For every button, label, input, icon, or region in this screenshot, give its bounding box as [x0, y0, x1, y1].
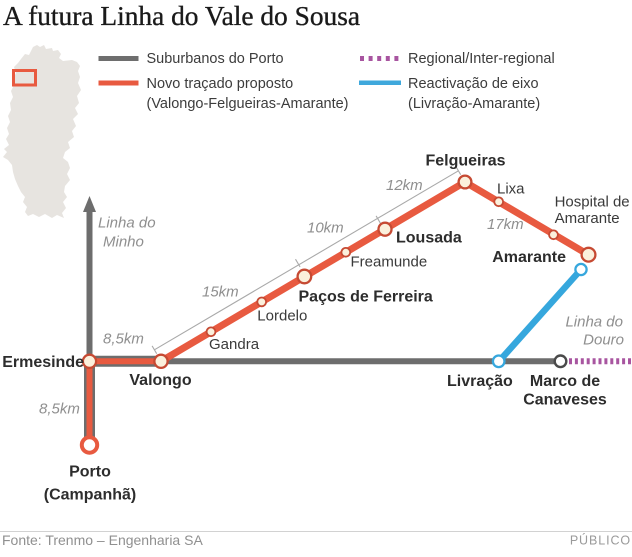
svg-text:PÚBLICO: PÚBLICO	[570, 533, 631, 548]
svg-text:17km: 17km	[487, 216, 524, 233]
svg-text:Linha do: Linha do	[565, 314, 623, 331]
svg-text:(Valongo-Felgueiras-Amarante): (Valongo-Felgueiras-Amarante)	[147, 96, 349, 112]
svg-text:12km: 12km	[386, 177, 423, 194]
svg-text:Lordelo: Lordelo	[257, 308, 307, 325]
svg-text:Freamunde: Freamunde	[351, 254, 428, 271]
svg-text:Regional/Inter-regional: Regional/Inter-regional	[408, 51, 555, 67]
svg-text:Linha do: Linha do	[98, 215, 156, 232]
svg-text:Livração: Livração	[447, 373, 513, 390]
svg-text:Gandra: Gandra	[209, 336, 260, 353]
svg-text:15km: 15km	[202, 284, 239, 301]
svg-text:10km: 10km	[307, 220, 344, 237]
svg-text:A futura Linha do Vale do Sous: A futura Linha do Vale do Sousa	[3, 1, 360, 31]
svg-text:8,5km: 8,5km	[39, 401, 80, 418]
svg-text:Amarante: Amarante	[555, 210, 620, 227]
svg-text:(Campanhã): (Campanhã)	[44, 487, 136, 504]
svg-text:Lousada: Lousada	[396, 230, 462, 247]
svg-text:Paços de Ferreira: Paços de Ferreira	[299, 288, 433, 305]
svg-text:Amarante: Amarante	[492, 249, 566, 266]
svg-text:Douro: Douro	[583, 332, 624, 349]
svg-text:(Livração-Amarante): (Livração-Amarante)	[408, 96, 540, 112]
svg-text:Hospital de: Hospital de	[555, 193, 630, 210]
svg-text:Canaveses: Canaveses	[523, 392, 607, 409]
svg-text:Reactivação de eixo: Reactivação de eixo	[408, 76, 539, 92]
svg-text:Porto: Porto	[69, 464, 111, 481]
svg-text:Fonte: Trenmo – Engenharia SA: Fonte: Trenmo – Engenharia SA	[2, 532, 203, 548]
svg-text:Valongo: Valongo	[129, 372, 191, 389]
svg-text:Suburbanos do Porto: Suburbanos do Porto	[147, 51, 284, 67]
svg-text:8,5km: 8,5km	[103, 331, 144, 348]
svg-text:Felgueiras: Felgueiras	[425, 153, 505, 170]
svg-text:Novo traçado proposto: Novo traçado proposto	[147, 76, 294, 92]
svg-text:Lixa: Lixa	[497, 181, 525, 198]
svg-text:Marco de: Marco de	[530, 373, 600, 390]
svg-text:Minho: Minho	[103, 234, 144, 251]
svg-text:Ermesinde: Ermesinde	[2, 354, 84, 371]
